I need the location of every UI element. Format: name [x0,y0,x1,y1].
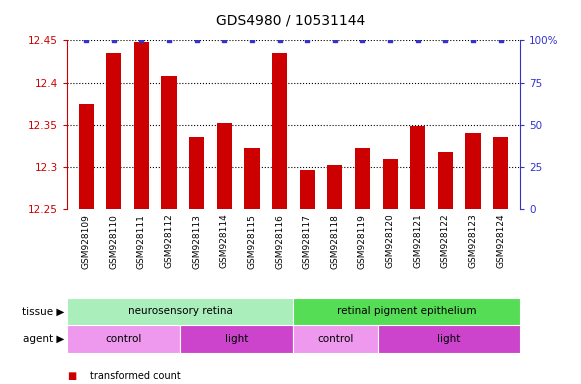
Bar [217,123,232,209]
Bar [410,126,425,209]
Text: ■: ■ [67,371,76,381]
Point [137,37,146,43]
Bar [382,159,398,209]
Bar [67,325,180,353]
Text: GSM928123: GSM928123 [468,214,478,268]
Bar [493,137,508,209]
Text: neurosensory retina: neurosensory retina [128,306,232,316]
Text: control: control [105,334,142,344]
Text: GSM928117: GSM928117 [303,214,312,268]
Point [330,37,339,43]
Text: GSM928113: GSM928113 [192,214,201,268]
Text: GSM928121: GSM928121 [413,214,422,268]
Bar [293,325,378,353]
Bar [272,53,287,209]
Text: light: light [437,334,461,344]
Point [275,37,284,43]
Point [248,37,257,43]
Text: retinal pigment epithelium: retinal pigment epithelium [337,306,476,316]
Bar [134,42,149,209]
Bar [106,53,121,209]
Bar [438,152,453,209]
Text: GSM928124: GSM928124 [496,214,505,268]
Text: GSM928115: GSM928115 [248,214,256,268]
Text: GSM928118: GSM928118 [331,214,339,268]
Text: GSM928109: GSM928109 [82,214,91,268]
Point [358,37,367,43]
Bar [327,164,342,209]
Point [496,37,505,43]
Bar [162,76,177,209]
Bar [67,298,293,325]
Bar [378,325,520,353]
Text: control: control [318,334,354,344]
Text: GSM928114: GSM928114 [220,214,229,268]
Text: GSM928116: GSM928116 [275,214,284,268]
Point [81,37,91,43]
Text: light: light [225,334,249,344]
Point [413,37,422,43]
Point [441,37,450,43]
Point [385,37,394,43]
Text: transformed count: transformed count [90,371,181,381]
Bar [189,137,205,209]
Bar [245,149,260,209]
Bar [78,104,94,209]
Text: GSM928119: GSM928119 [358,214,367,268]
Text: agent ▶: agent ▶ [23,334,64,344]
Point [109,37,119,43]
Text: GSM928111: GSM928111 [137,214,146,268]
Text: GSM928122: GSM928122 [441,214,450,268]
Text: GDS4980 / 10531144: GDS4980 / 10531144 [216,13,365,27]
Point [192,37,202,43]
Text: GSM928120: GSM928120 [386,214,394,268]
Point [303,37,312,43]
Text: GSM928110: GSM928110 [109,214,119,268]
Text: tissue ▶: tissue ▶ [21,306,64,316]
Point [164,37,174,43]
Bar [355,147,370,209]
Bar [300,170,315,209]
Bar [293,298,520,325]
Text: GSM928112: GSM928112 [164,214,174,268]
Point [468,37,478,43]
Bar [180,325,293,353]
Bar [465,133,480,209]
Point [220,37,229,43]
